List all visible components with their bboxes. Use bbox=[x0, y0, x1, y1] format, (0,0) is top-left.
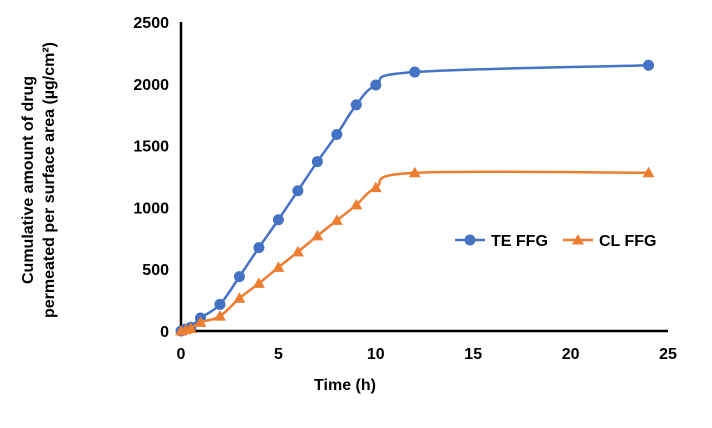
y-axis-label-line2: permeated per surface area (µg/cm²) bbox=[41, 42, 58, 318]
data-point bbox=[370, 79, 382, 91]
data-point bbox=[252, 277, 265, 288]
legend-marker bbox=[572, 234, 584, 245]
legend-label: CL FFG bbox=[599, 233, 656, 250]
y-axis-label-line1: Cumulative amount of drug bbox=[20, 76, 37, 284]
data-point bbox=[272, 214, 284, 226]
data-point bbox=[331, 128, 343, 140]
x-tick-label: 20 bbox=[562, 346, 580, 363]
legend-marker bbox=[464, 234, 476, 246]
data-point bbox=[184, 322, 197, 334]
data-point bbox=[369, 181, 382, 193]
data-point bbox=[311, 156, 323, 168]
legend: TE FFG CL FFG bbox=[455, 233, 656, 250]
x-tick-label: 10 bbox=[367, 346, 385, 363]
y-tick-label: 1500 bbox=[133, 139, 169, 156]
data-point bbox=[330, 214, 343, 225]
data-point bbox=[291, 245, 304, 257]
data-point bbox=[253, 242, 265, 254]
data-point bbox=[350, 198, 363, 210]
series-cl-ffg bbox=[175, 166, 655, 336]
data-point bbox=[409, 66, 421, 78]
legend-label: TE FFG bbox=[491, 233, 548, 250]
y-tick-label: 1000 bbox=[133, 200, 169, 217]
y-tick-label: 2000 bbox=[133, 77, 169, 94]
data-point bbox=[311, 229, 324, 241]
x-axis-label: Time (h) bbox=[314, 377, 376, 394]
data-point bbox=[213, 310, 226, 321]
data-point bbox=[408, 166, 421, 178]
data-point bbox=[194, 316, 207, 327]
data-point bbox=[292, 185, 304, 197]
y-tick-label: 500 bbox=[142, 262, 169, 279]
x-tick-label: 15 bbox=[464, 346, 482, 363]
data-point bbox=[214, 298, 226, 310]
data-point bbox=[642, 166, 655, 178]
y-tick-label: 0 bbox=[160, 324, 169, 341]
data-point bbox=[272, 261, 285, 272]
y-tick-label: 2500 bbox=[133, 15, 169, 32]
data-point bbox=[233, 271, 245, 283]
series-te-ffg bbox=[175, 59, 655, 337]
x-tick-label: 0 bbox=[177, 346, 186, 363]
data-point bbox=[350, 99, 362, 111]
x-tick-label: 25 bbox=[659, 346, 677, 363]
data-point bbox=[233, 292, 246, 303]
series-group bbox=[175, 59, 655, 337]
series-line bbox=[180, 64, 649, 333]
x-tick-label: 5 bbox=[274, 346, 283, 363]
series-line bbox=[180, 170, 649, 333]
data-point bbox=[643, 59, 655, 71]
axes: 0 5 10 15 20 25 0 500 1000 1500 2000 2500 bbox=[133, 15, 677, 363]
